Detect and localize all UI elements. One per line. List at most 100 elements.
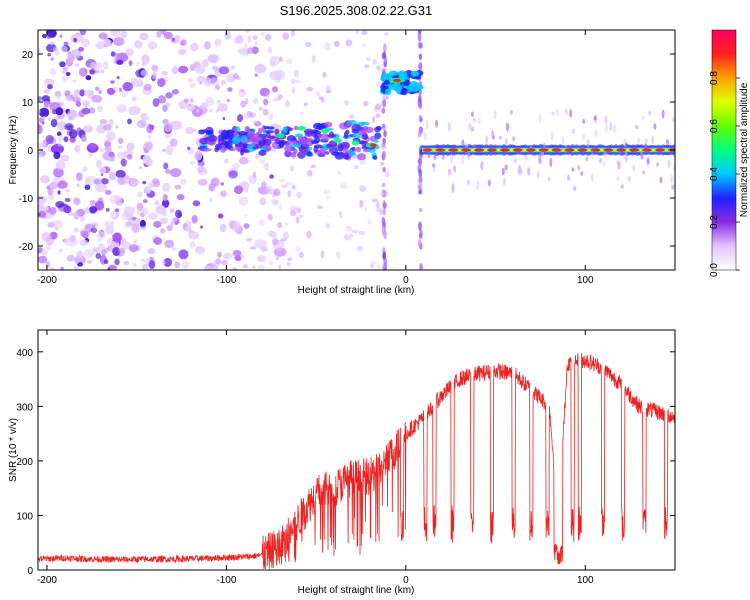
noise-speck [239, 88, 245, 93]
weak-signal-hotspot [351, 140, 360, 146]
noise-speck [189, 160, 196, 165]
noise-speck [224, 158, 229, 164]
noise-speck [163, 257, 173, 267]
noise-speck [123, 260, 130, 266]
noise-speck [374, 103, 382, 110]
noise-speck [47, 221, 55, 228]
weak-signal-speck [222, 129, 228, 135]
noise-speck [51, 219, 64, 229]
noise-speck [41, 95, 51, 103]
streak-speck [382, 51, 387, 59]
noise-speck [38, 124, 43, 135]
noise-speck [272, 232, 278, 240]
noise-speck [364, 64, 370, 69]
noise-speck [375, 207, 383, 212]
noise-speck [208, 108, 213, 113]
noise-speck [116, 76, 120, 80]
noise-speck [162, 182, 171, 192]
strong-signal-leak [435, 119, 439, 128]
streak-speck [382, 166, 386, 173]
burst-speck [384, 88, 392, 96]
colorbar-scale [711, 29, 737, 271]
noise-speck [121, 212, 132, 220]
chart-title: S196.2025.308.02.22.G31 [280, 3, 433, 18]
noise-speck [118, 87, 122, 93]
noise-speck [102, 61, 109, 70]
noise-speck [110, 80, 115, 84]
noise-speck [128, 244, 139, 253]
weak-signal-hotspot [321, 128, 330, 134]
noise-speck [115, 169, 126, 179]
strong-signal-peak [435, 148, 446, 152]
noise-speck [117, 144, 123, 149]
weak-signal-hotspot [276, 133, 285, 139]
noise-speck [95, 70, 100, 74]
noise-speck [217, 251, 222, 258]
streak-speck [383, 130, 387, 138]
noise-speck [361, 30, 368, 36]
weak-signal-speck [361, 134, 369, 140]
noise-speck [131, 223, 140, 233]
noise-speck [178, 249, 189, 260]
streak-speck [418, 114, 423, 120]
noise-speck [61, 70, 66, 74]
noise-speck [59, 61, 66, 68]
weak-signal-speck [326, 143, 332, 149]
noise-speck [104, 220, 110, 227]
strong-signal-leak [493, 110, 497, 120]
weak-signal-speck [375, 125, 382, 131]
noise-speck [147, 247, 156, 255]
noise-speck [291, 30, 295, 37]
noise-speck [140, 112, 148, 121]
streak-speck [418, 30, 422, 35]
noise-speck [207, 54, 219, 63]
weak-signal-speck [286, 135, 297, 142]
noise-speck [243, 111, 251, 120]
noise-speck [181, 261, 190, 269]
noise-speck [244, 213, 248, 218]
noise-speck [200, 225, 204, 229]
noise-speck [383, 32, 390, 36]
noise-speck [43, 78, 55, 87]
strong-signal-leak [620, 184, 624, 189]
snr-x-tick-label: 0 [403, 575, 409, 586]
weak-signal-speck [343, 152, 350, 160]
streak-speck [383, 43, 387, 53]
noise-speck [293, 69, 300, 78]
strong-signal-leak [665, 139, 669, 145]
spectrogram-x-ticks: -200 -100 0 100 [37, 30, 594, 286]
noise-speck [384, 171, 390, 178]
noise-speck [60, 102, 65, 107]
noise-speck [222, 117, 226, 121]
strong-signal-leak [670, 174, 674, 184]
noise-speck [372, 59, 378, 65]
noise-speck [193, 128, 196, 133]
noise-speck [45, 261, 51, 268]
noise-speck [40, 175, 50, 184]
noise-speck [295, 216, 300, 224]
noise-speck [57, 143, 63, 147]
noise-speck [91, 94, 103, 103]
noise-speck [146, 116, 150, 121]
noise-speck [245, 30, 250, 34]
noise-speck [316, 205, 324, 209]
weak-signal-speck [224, 140, 233, 149]
noise-speck [201, 102, 209, 109]
noise-speck [105, 207, 110, 212]
strong-signal-peak [538, 148, 549, 152]
strong-signal-leak [648, 110, 652, 117]
strong-signal-leak [582, 119, 586, 125]
noise-speck [99, 148, 104, 153]
noise-speck [303, 102, 308, 107]
noise-speck [265, 91, 270, 99]
noise-speck [122, 81, 133, 92]
noise-speck [74, 258, 80, 265]
noise-speck [114, 208, 120, 212]
noise-speck [217, 213, 224, 219]
noise-speck [38, 47, 42, 54]
noise-speck [371, 198, 378, 203]
noise-speck [55, 201, 65, 208]
noise-speck [83, 89, 94, 97]
noise-speck [56, 95, 61, 99]
noise-speck [184, 126, 194, 135]
